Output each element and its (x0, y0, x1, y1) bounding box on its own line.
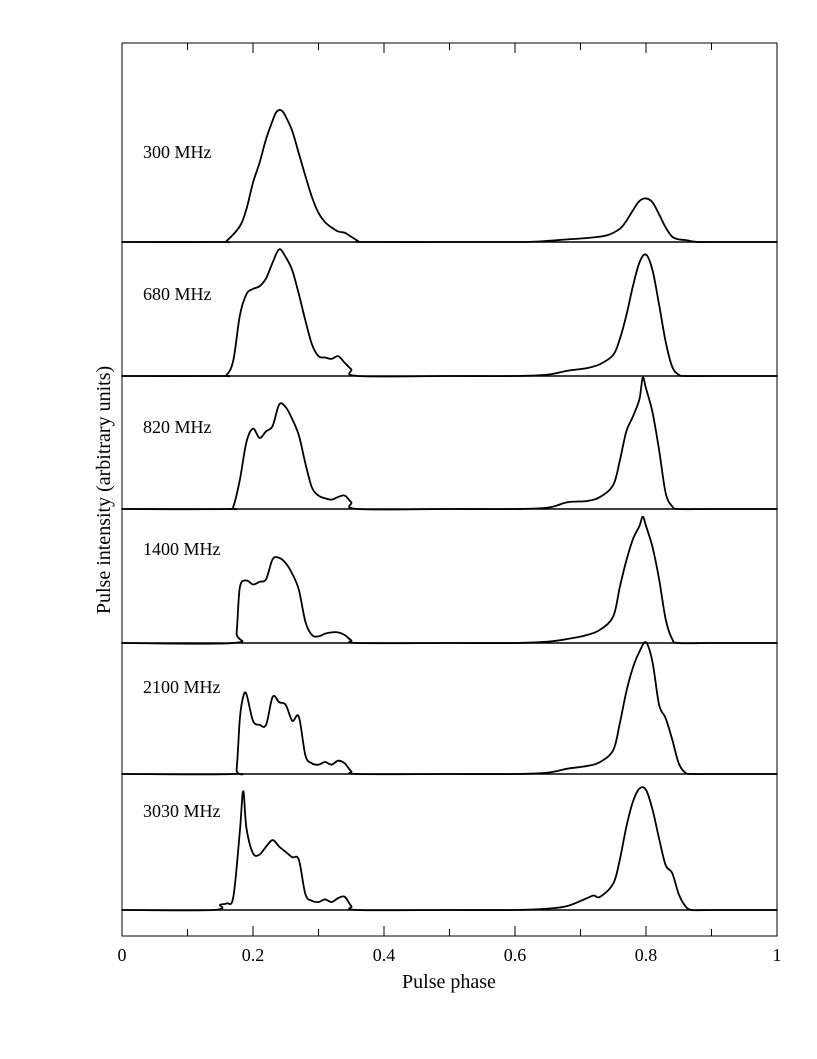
series-label-3030-mhz: 3030 MHz (143, 801, 221, 821)
series-1400-mhz: 1400 MHz (121, 515, 778, 645)
series-label-1400-mhz: 1400 MHz (143, 539, 221, 559)
series-680-mhz: 680 MHz (121, 248, 778, 378)
x-tick-label-0: 0 (118, 945, 127, 965)
series-2100-mhz: 2100 MHz (121, 641, 778, 776)
profile-line-300-mhz (121, 109, 778, 244)
profile-line-2100-mhz (121, 641, 778, 776)
profile-line-1400-mhz (121, 515, 778, 645)
x-tick-label-0-8: 0.8 (635, 945, 658, 965)
x-tick-label-1: 1 (773, 945, 782, 965)
series-820-mhz: 820 MHz (121, 376, 778, 511)
series-group: 300 MHz 680 MHz 820 MHz 1400 MHz 2100 MHz 303… (121, 109, 778, 912)
x-tick-labels: 0 0.2 0.4 0.6 0.8 1 (118, 945, 782, 965)
series-label-820-mhz: 820 MHz (143, 417, 212, 437)
profile-line-680-mhz (121, 248, 778, 378)
x-tick-label-0-4: 0.4 (373, 945, 396, 965)
series-300-mhz: 300 MHz (121, 109, 778, 244)
series-label-2100-mhz: 2100 MHz (143, 677, 221, 697)
profile-line-3030-mhz (121, 786, 778, 912)
x-tick-label-0-6: 0.6 (504, 945, 527, 965)
x-axis-ticks (121, 43, 778, 936)
profile-line-820-mhz (121, 376, 778, 511)
y-axis-title: Pulse intensity (arbitrary units) (93, 366, 115, 614)
x-axis-title: Pulse phase (402, 971, 496, 993)
series-label-300-mhz: 300 MHz (143, 142, 212, 162)
series-3030-mhz: 3030 MHz (121, 786, 778, 912)
series-label-680-mhz: 680 MHz (143, 284, 212, 304)
x-tick-label-0-2: 0.2 (242, 945, 265, 965)
